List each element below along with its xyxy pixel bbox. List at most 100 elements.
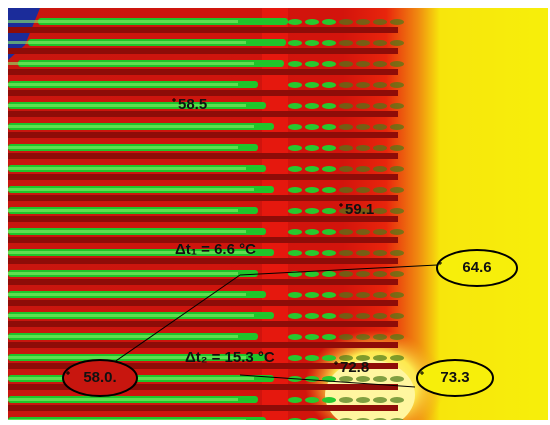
- green-dot: [390, 313, 404, 319]
- green-dot: [390, 208, 404, 214]
- green-dot: [356, 334, 370, 340]
- green-dot: [390, 292, 404, 298]
- green-dot: [390, 376, 404, 382]
- green-dot: [339, 334, 353, 340]
- green-dot: [322, 124, 336, 130]
- green-dot: [322, 397, 336, 403]
- green-dot: [322, 82, 336, 88]
- green-dot: [322, 250, 336, 256]
- green-dot: [390, 40, 404, 46]
- green-dot: [288, 145, 302, 151]
- green-core: [8, 146, 238, 149]
- green-dot: [288, 61, 302, 67]
- callout-label: 64.6: [462, 259, 491, 276]
- green-dot: [356, 61, 370, 67]
- green-dot: [339, 145, 353, 151]
- green-dot: [288, 355, 302, 361]
- green-dot: [339, 82, 353, 88]
- green-dot: [288, 124, 302, 130]
- difference-label: Δt₁ = 6.6 °C: [175, 241, 256, 258]
- green-core: [8, 41, 246, 44]
- green-dot: [373, 40, 387, 46]
- green-dot: [356, 166, 370, 172]
- dark-band: [8, 258, 398, 264]
- green-dot: [390, 250, 404, 256]
- green-dot: [305, 397, 319, 403]
- green-dot: [305, 40, 319, 46]
- green-core: [8, 83, 238, 86]
- green-core: [8, 230, 246, 233]
- green-dot: [339, 229, 353, 235]
- green-dot: [390, 397, 404, 403]
- green-core: [8, 272, 238, 275]
- green-dot: [288, 103, 302, 109]
- green-dot: [339, 292, 353, 298]
- green-dot: [356, 145, 370, 151]
- green-dot: [373, 397, 387, 403]
- spot-label: 72.8: [340, 359, 369, 376]
- green-dot: [390, 187, 404, 193]
- green-dot: [373, 19, 387, 25]
- page: 58.5 59.1 72.8 Δt₁ = 6.6 °C Δt₂ = 15.3 °…: [0, 0, 550, 425]
- green-dot: [322, 19, 336, 25]
- green-dot: [390, 82, 404, 88]
- green-dot: [322, 292, 336, 298]
- green-dot: [305, 313, 319, 319]
- green-dot: [390, 418, 404, 424]
- green-dot: [390, 145, 404, 151]
- dark-band: [8, 48, 398, 54]
- green-dot: [288, 19, 302, 25]
- green-dot: [305, 250, 319, 256]
- green-core: [8, 335, 238, 338]
- green-core: [8, 104, 246, 107]
- dark-band: [8, 342, 398, 348]
- green-dot: [390, 124, 404, 130]
- green-dot: [373, 229, 387, 235]
- dark-band: [8, 27, 398, 33]
- green-dot: [305, 355, 319, 361]
- green-dot: [373, 124, 387, 130]
- green-dot: [390, 166, 404, 172]
- green-dot: [390, 334, 404, 340]
- green-dot: [390, 19, 404, 25]
- green-dot: [322, 355, 336, 361]
- green-core: [8, 167, 246, 170]
- green-dot: [373, 334, 387, 340]
- green-dot: [305, 82, 319, 88]
- green-core: [8, 419, 246, 422]
- green-dot: [339, 250, 353, 256]
- callout-label: 73.3: [440, 369, 469, 386]
- green-dot: [322, 418, 336, 424]
- green-dot: [373, 103, 387, 109]
- green-dot: [322, 208, 336, 214]
- green-dot: [373, 418, 387, 424]
- green-dot: [339, 166, 353, 172]
- green-dot: [339, 187, 353, 193]
- green-dot: [305, 124, 319, 130]
- green-dot: [356, 418, 370, 424]
- green-dot: [356, 229, 370, 235]
- green-dot: [339, 61, 353, 67]
- green-dot: [373, 61, 387, 67]
- green-dot: [322, 61, 336, 67]
- green-dot: [373, 313, 387, 319]
- green-dot: [305, 376, 319, 382]
- dark-band: [8, 174, 398, 180]
- green-dot: [305, 166, 319, 172]
- green-dot: [288, 313, 302, 319]
- dark-band: [8, 279, 398, 285]
- green-dot: [288, 82, 302, 88]
- green-dot: [373, 355, 387, 361]
- dark-band: [8, 132, 398, 138]
- green-dot: [305, 292, 319, 298]
- green-dot: [322, 166, 336, 172]
- dark-band: [8, 69, 398, 75]
- dark-band: [8, 153, 398, 159]
- green-dot: [305, 19, 319, 25]
- green-dot: [288, 229, 302, 235]
- green-dot: [356, 187, 370, 193]
- green-dot: [305, 418, 319, 424]
- green-dot: [356, 313, 370, 319]
- green-stripe: [8, 417, 266, 424]
- green-core: [8, 398, 238, 401]
